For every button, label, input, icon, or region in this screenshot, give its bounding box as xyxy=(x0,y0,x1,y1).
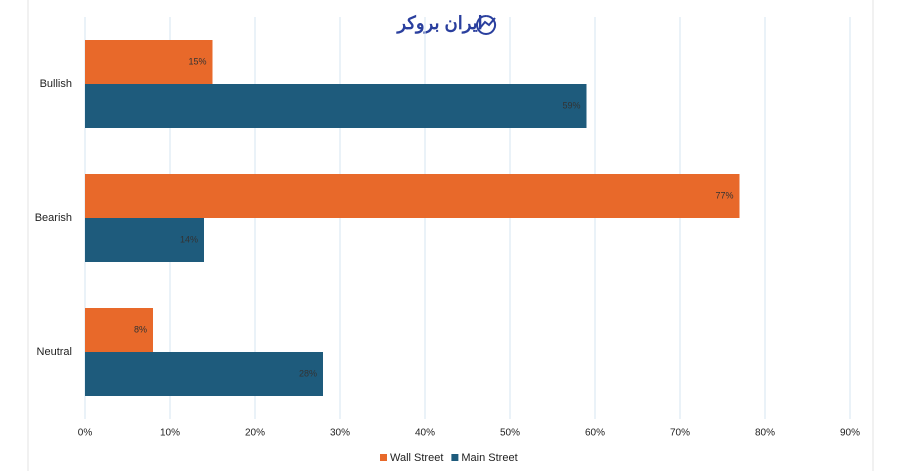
x-tick-label: 60% xyxy=(585,428,605,439)
x-tick-label: 90% xyxy=(840,428,860,439)
x-tick-label: 20% xyxy=(245,428,265,439)
bar xyxy=(85,40,213,84)
x-tick-label: 50% xyxy=(500,428,520,439)
legend-swatch xyxy=(451,454,459,461)
bar xyxy=(85,352,323,396)
logo-icon xyxy=(476,15,497,35)
bar xyxy=(85,84,587,128)
x-tick-label: 40% xyxy=(415,428,435,439)
x-tick-label: 10% xyxy=(160,428,180,439)
bar xyxy=(85,174,740,218)
y-tick-label: Neutral xyxy=(37,346,72,358)
data-label: 59% xyxy=(562,100,580,110)
y-tick-label: Bearish xyxy=(35,212,72,224)
legend-label: Wall Street xyxy=(390,452,443,464)
bar xyxy=(85,218,204,262)
data-label: 77% xyxy=(715,190,733,200)
legend-swatch xyxy=(380,454,387,461)
logo: ایران بروکر xyxy=(395,13,482,34)
x-tick-label: 30% xyxy=(330,428,350,439)
data-label: 15% xyxy=(188,56,206,66)
data-label: 14% xyxy=(180,234,198,244)
x-tick-label: 70% xyxy=(670,428,690,439)
x-tick-label: 80% xyxy=(755,428,775,439)
legend-label: Main Street xyxy=(461,452,517,464)
bar xyxy=(85,308,153,352)
data-label: 8% xyxy=(134,324,147,334)
y-tick-label: Bullish xyxy=(40,78,72,90)
data-label: 28% xyxy=(299,368,317,378)
x-tick-label: 0% xyxy=(78,428,93,439)
